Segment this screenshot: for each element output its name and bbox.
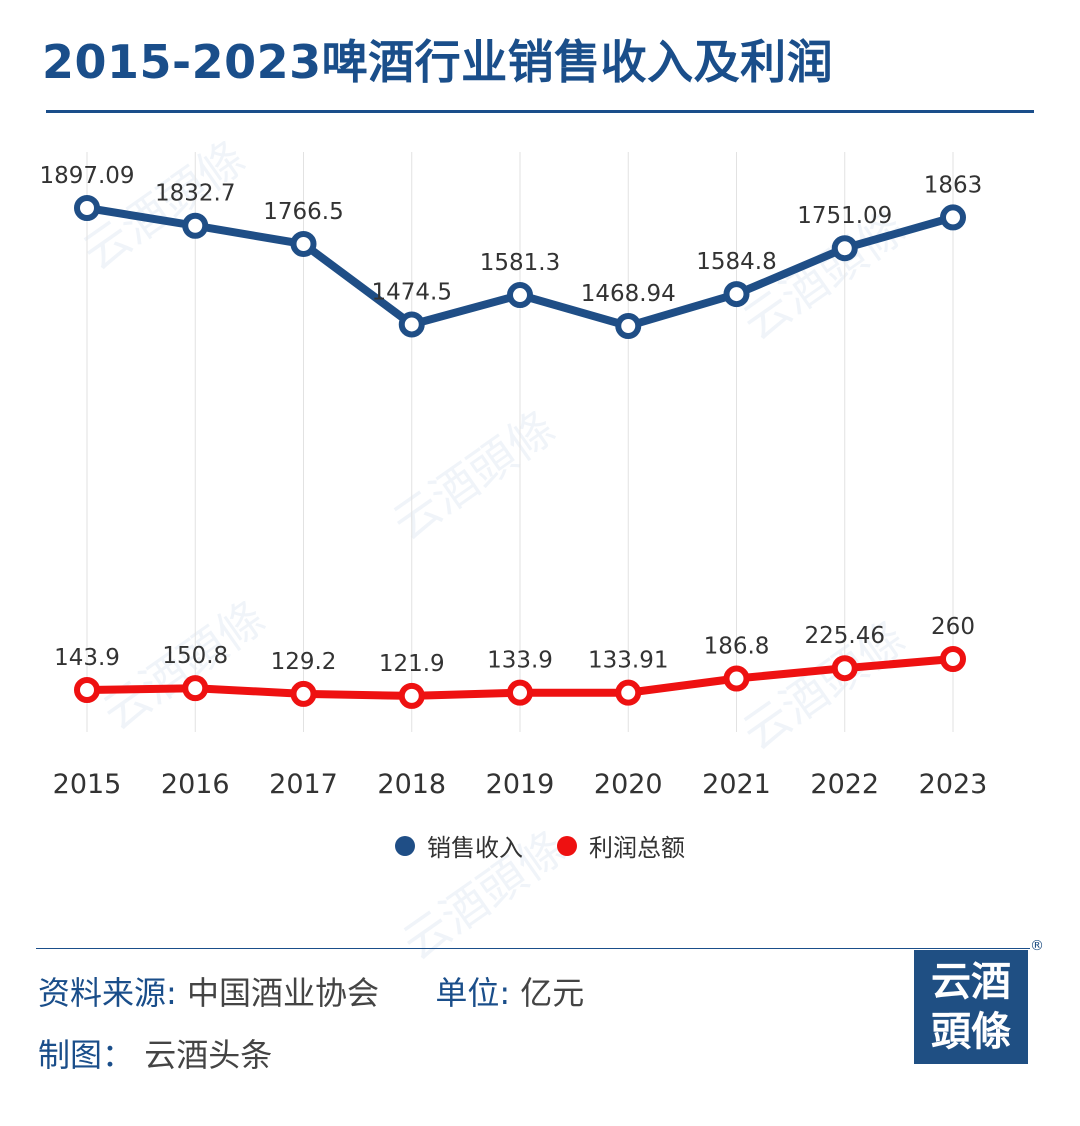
profit-point-2023	[940, 646, 966, 672]
revenue-data-label-2016: 1832.7	[155, 181, 235, 207]
brand-logo: 云酒 頭條	[914, 950, 1028, 1064]
revenue-point-2019	[507, 282, 533, 309]
profit-data-label-2023: 260	[931, 614, 975, 640]
revenue-data-label-2018: 1474.5	[372, 279, 452, 305]
profit-point-2018	[398, 682, 425, 709]
legend-profit-marker	[557, 835, 577, 856]
profit-data-label-2015: 143.9	[54, 645, 120, 671]
revenue-point-2023	[940, 204, 966, 231]
profit-data-label-2019: 133.9	[487, 648, 553, 674]
x-tick-label-2022: 2022	[810, 769, 879, 800]
credit-label: 制图：	[38, 1036, 135, 1074]
profit-point-2016	[182, 675, 209, 702]
profit-point-2021	[723, 665, 750, 692]
legend-profit-label: 利润总额	[589, 834, 685, 862]
legend-item-revenue: 销售收入	[395, 828, 523, 863]
profit-point-2017	[290, 680, 317, 707]
logo-line-1: 云酒	[931, 958, 1011, 1005]
chart-title: 2015-2023啤酒行业销售收入及利润	[42, 35, 834, 89]
revenue-point-2020	[615, 313, 642, 339]
x-tick-label-2019: 2019	[486, 769, 555, 800]
revenue-point-2016	[182, 212, 209, 239]
footer-divider	[36, 948, 1030, 949]
revenue-point-2021	[723, 281, 750, 308]
revenue-data-label-2020: 1468.94	[581, 281, 676, 307]
profit-point-2015	[74, 677, 100, 703]
title-underline	[46, 110, 1034, 113]
revenue-data-label-2021: 1584.8	[696, 249, 776, 275]
profit-data-label-2018: 121.9	[379, 651, 445, 677]
x-tick-label-2023: 2023	[919, 769, 988, 800]
logo-line-2: 頭條	[931, 1008, 1011, 1055]
profit-data-label-2017: 129.2	[271, 649, 337, 675]
legend-item-profit: 利润总额	[557, 828, 685, 863]
unit-label: 单位:	[435, 974, 511, 1012]
profit-data-label-2016: 150.8	[162, 643, 228, 669]
legend: 销售收入 利润总额	[0, 828, 1080, 863]
registered-mark: ®	[1030, 938, 1044, 954]
legend-revenue-marker	[395, 835, 415, 856]
credit-value: 云酒头条	[144, 1036, 273, 1074]
line-chart: 2015 2016 2017 2018 2019 2020 2021 2022 2023 1897…	[39, 152, 988, 800]
revenue-data-label-2019: 1581.3	[480, 250, 560, 276]
revenue-data-label-2017: 1766.5	[263, 199, 343, 225]
x-tick-label-2016: 2016	[161, 769, 230, 800]
revenue-data-label-2015: 1897.09	[39, 163, 134, 189]
revenue-point-2018	[398, 311, 425, 338]
source-value: 中国酒业协会	[186, 974, 379, 1012]
x-tick-label-2018: 2018	[377, 769, 446, 800]
revenue-point-2017	[290, 230, 317, 257]
profit-point-2022	[831, 655, 858, 682]
source-label: 资料来源:	[38, 974, 177, 1012]
legend-revenue-label: 销售收入	[427, 834, 523, 862]
revenue-data-label-2023: 1863	[924, 172, 983, 198]
profit-data-label-2021: 186.8	[704, 634, 770, 660]
source-line: 资料来源: 中国酒业协会 单位: 亿元	[38, 968, 584, 1014]
x-tick-label-2021: 2021	[702, 769, 771, 800]
profit-data-label-2020: 133.91	[588, 648, 668, 674]
credit-line: 制图： 云酒头条	[38, 1030, 272, 1076]
x-tick-label-2015: 2015	[53, 769, 122, 800]
x-tick-label-2017: 2017	[269, 769, 338, 800]
revenue-data-label-2022: 1751.09	[797, 203, 892, 229]
revenue-point-2015	[74, 195, 100, 221]
profit-point-2020	[615, 679, 642, 706]
revenue-point-2022	[831, 235, 858, 262]
unit-value: 亿元	[520, 974, 585, 1012]
profit-data-label-2022: 225.46	[805, 623, 885, 649]
profit-point-2019	[507, 679, 533, 706]
x-tick-label-2020: 2020	[594, 769, 663, 800]
